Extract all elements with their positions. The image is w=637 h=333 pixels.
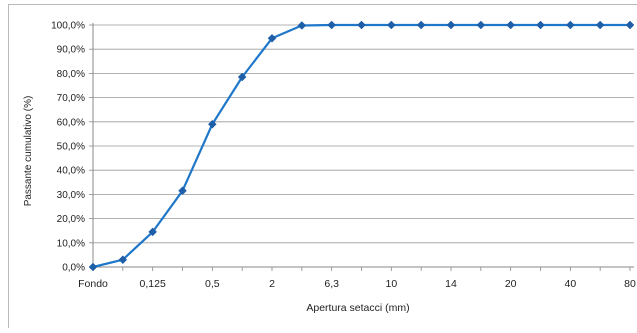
data-point-marker bbox=[566, 21, 574, 29]
y-tick-label: 90,0% bbox=[57, 45, 85, 56]
x-tick-label: 40 bbox=[564, 278, 576, 290]
y-tick-labels: 0,0% 10,0% 20,0% 30,0% 40,0% 50,0% 60,0% 70,0% 8… bbox=[51, 21, 85, 274]
x-tick-label: 6,3 bbox=[324, 278, 339, 290]
data-point-marker bbox=[89, 263, 97, 271]
y-tick-label: 0,0% bbox=[62, 263, 85, 274]
data-point-marker bbox=[626, 21, 634, 29]
x-axis-label: Apertura setacci (mm) bbox=[306, 302, 409, 314]
x-tick-label: 80 bbox=[624, 278, 636, 290]
y-tick-label: 30,0% bbox=[57, 190, 85, 201]
data-point-marker bbox=[298, 21, 306, 29]
data-point-marker bbox=[507, 21, 515, 29]
x-tick-label: 10 bbox=[385, 278, 397, 290]
y-tick-label: 20,0% bbox=[57, 214, 85, 225]
y-tick-label: 80,0% bbox=[57, 69, 85, 80]
data-point-marker bbox=[358, 21, 366, 29]
x-tick-label: 14 bbox=[445, 278, 457, 290]
y-tick-label: 10,0% bbox=[57, 238, 85, 249]
y-tick-label: 40,0% bbox=[57, 166, 85, 177]
y-tick-label: 100,0% bbox=[51, 21, 85, 32]
y-tick-label: 60,0% bbox=[57, 117, 85, 128]
axes bbox=[89, 23, 634, 271]
x-tick-label: 20 bbox=[505, 278, 517, 290]
gridlines bbox=[93, 25, 634, 243]
x-tick-label: 2 bbox=[269, 278, 275, 290]
data-point-marker bbox=[447, 21, 455, 29]
data-point-marker bbox=[387, 21, 395, 29]
data-point-marker bbox=[537, 21, 545, 29]
x-tick-labels: Fondo 0,125 0,5 2 6,3 10 14 20 40 80 bbox=[78, 278, 636, 290]
x-tick-label: 0,125 bbox=[140, 278, 166, 290]
y-tick-label: 70,0% bbox=[57, 93, 85, 104]
data-point-marker bbox=[328, 21, 336, 29]
x-tick-label: 0,5 bbox=[205, 278, 220, 290]
data-point-marker bbox=[477, 21, 485, 29]
data-point-marker bbox=[596, 21, 604, 29]
y-tick-label: 50,0% bbox=[57, 142, 85, 153]
data-point-marker bbox=[417, 21, 425, 29]
x-tick-label: Fondo bbox=[78, 278, 108, 290]
y-axis-label: Passante cumulativo (%) bbox=[23, 96, 34, 207]
